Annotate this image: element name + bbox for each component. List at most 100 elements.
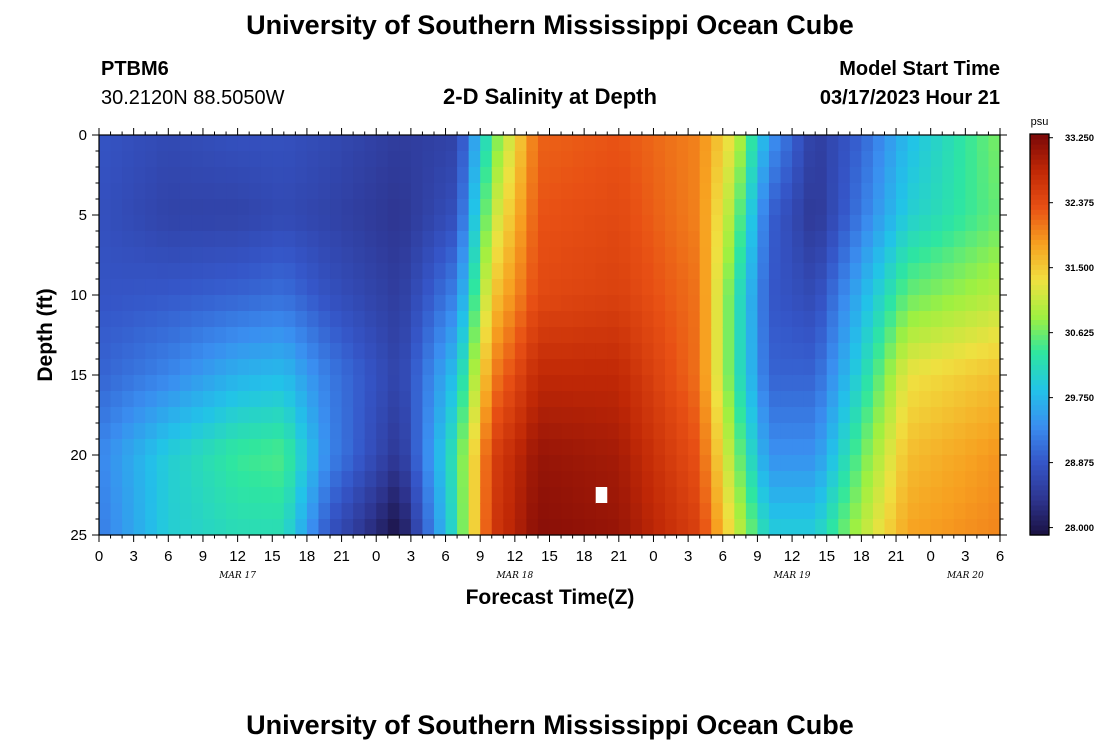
heatmap-cell	[364, 343, 377, 360]
heatmap-cell	[595, 231, 608, 248]
heatmap-cell	[676, 407, 689, 424]
heatmap-cell	[330, 455, 343, 472]
heatmap-cell	[965, 327, 978, 344]
x-tick-label: 21	[610, 548, 627, 565]
heatmap-cell	[468, 503, 481, 520]
heatmap-cell	[838, 471, 851, 488]
heatmap-cell	[272, 311, 285, 328]
heatmap-cell	[780, 247, 793, 264]
heatmap-cell	[757, 199, 770, 216]
heatmap-cell	[665, 311, 678, 328]
heatmap-cell	[884, 135, 897, 152]
heatmap-cell	[457, 391, 470, 408]
heatmap-cell	[330, 327, 343, 344]
heatmap-cell	[711, 215, 724, 232]
heatmap-cell	[930, 151, 943, 168]
heatmap-cell	[942, 471, 955, 488]
heatmap-cell	[457, 519, 470, 536]
heatmap-cell	[965, 487, 978, 504]
heatmap-cell	[953, 327, 966, 344]
heatmap-cell	[572, 375, 585, 392]
heatmap-cell	[618, 167, 631, 184]
heatmap-cell	[884, 471, 897, 488]
heatmap-cell	[156, 231, 169, 248]
heatmap-cell	[838, 183, 851, 200]
heatmap-cell	[607, 487, 620, 504]
heatmap-cell	[942, 439, 955, 456]
heatmap-cell	[711, 471, 724, 488]
heatmap-cell	[318, 359, 331, 376]
heatmap-cell	[919, 519, 932, 536]
heatmap-cell	[526, 263, 539, 280]
heatmap-cell	[849, 407, 862, 424]
heatmap-cell	[272, 519, 285, 536]
colorbar-segment	[1030, 239, 1049, 245]
heatmap-cell	[249, 471, 262, 488]
heatmap-cell	[838, 439, 851, 456]
heatmap-cell	[849, 487, 862, 504]
heatmap-cell	[792, 135, 805, 152]
heatmap-cell	[145, 471, 158, 488]
heatmap-cell	[792, 231, 805, 248]
heatmap-cell	[561, 343, 574, 360]
heatmap-cell	[272, 295, 285, 312]
heatmap-cell	[768, 247, 782, 264]
heatmap-cell	[618, 455, 631, 472]
heatmap-cell	[145, 215, 158, 232]
heatmap-cell	[988, 327, 1001, 344]
heatmap-cell	[122, 263, 135, 280]
heatmap-cell	[768, 455, 782, 472]
heatmap-cell	[965, 503, 978, 520]
heatmap-cell	[399, 279, 412, 296]
heatmap-cell	[768, 471, 782, 488]
heatmap-cell	[942, 503, 955, 520]
heatmap-cell	[202, 167, 216, 184]
heatmap-cell	[549, 503, 562, 520]
heatmap-cell	[468, 279, 481, 296]
heatmap-cell	[168, 503, 181, 520]
heatmap-cell	[145, 407, 158, 424]
heatmap-cell	[318, 167, 331, 184]
heatmap-cell	[665, 231, 678, 248]
heatmap-cell	[422, 455, 435, 472]
heatmap-cell	[387, 199, 400, 216]
heatmap-cell	[422, 247, 435, 264]
heatmap-cell	[249, 263, 262, 280]
heatmap-cell	[641, 263, 655, 280]
heatmap-cell	[468, 151, 481, 168]
heatmap-cell	[445, 167, 458, 184]
heatmap-cell	[133, 199, 146, 216]
heatmap-cell	[976, 487, 990, 504]
heatmap-cell	[815, 343, 828, 360]
heatmap-cell	[491, 423, 504, 440]
heatmap-cell	[641, 455, 655, 472]
colorbar-segment	[1030, 419, 1049, 426]
heatmap-cell	[145, 359, 158, 376]
heatmap-cell	[930, 487, 943, 504]
heatmap-cell	[410, 295, 424, 312]
colorbar-segment	[1030, 384, 1049, 391]
colorbar-segment	[1030, 159, 1049, 165]
heatmap-cell	[930, 279, 943, 296]
colorbar-segment	[1030, 469, 1049, 476]
heatmap-cell	[561, 167, 574, 184]
heatmap-cell	[711, 359, 724, 376]
heatmap-cell	[318, 343, 331, 360]
heatmap-cell	[202, 279, 216, 296]
heatmap-cell	[745, 519, 759, 536]
heatmap-cell	[457, 135, 470, 152]
colorbar-tick-label: 30.625	[1065, 328, 1095, 339]
heatmap-cell	[133, 247, 146, 264]
heatmap-cell	[630, 375, 643, 392]
heatmap-cell	[168, 519, 181, 536]
heatmap-cell	[618, 375, 631, 392]
heatmap-cell	[214, 199, 227, 216]
heatmap-cell	[272, 343, 285, 360]
heatmap-cell	[179, 391, 193, 408]
heatmap-cell	[826, 391, 839, 408]
heatmap-cell	[630, 199, 643, 216]
x-tick-label: 3	[961, 548, 969, 565]
heatmap-cell	[156, 167, 169, 184]
heatmap-cell	[179, 151, 193, 168]
heatmap-cell	[549, 295, 562, 312]
